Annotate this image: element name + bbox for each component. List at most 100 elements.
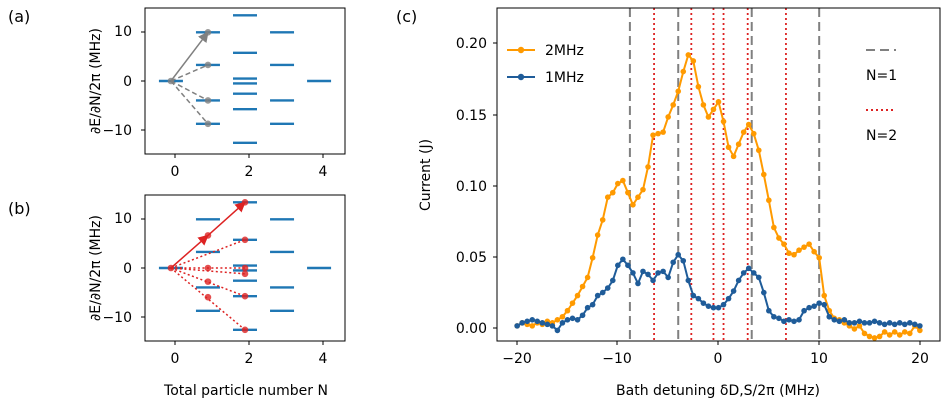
series-point-2MHz-39 bbox=[710, 106, 717, 113]
series-point-2MHz-70 bbox=[866, 333, 873, 340]
panel-a-ytick-10: 10 bbox=[114, 24, 132, 40]
series-point-1MHz-80 bbox=[917, 323, 923, 329]
series-point-1MHz-42 bbox=[725, 295, 732, 302]
series-point-2MHz-61 bbox=[821, 292, 828, 299]
series-point-1MHz-55 bbox=[791, 318, 797, 325]
series-point-1MHz-15 bbox=[589, 301, 596, 308]
panel-b-ytick-neg10: −10 bbox=[102, 310, 132, 326]
panel-c-xlabel: Bath detuning δD,S/2π (MHz) bbox=[616, 383, 820, 399]
series-point-1MHz-6 bbox=[544, 321, 551, 328]
transition-dot-4 bbox=[204, 120, 212, 128]
legend-2mhz-marker bbox=[517, 46, 525, 54]
series-point-1MHz-3 bbox=[529, 317, 536, 323]
transition-arrow-0 bbox=[170, 31, 209, 82]
series-point-1MHz-33 bbox=[680, 257, 687, 264]
series-point-1MHz-34 bbox=[685, 277, 692, 284]
series-point-2MHz-23 bbox=[630, 201, 636, 208]
series-point-1MHz-39 bbox=[710, 304, 717, 311]
series-point-2MHz-21 bbox=[620, 177, 626, 184]
panel-c-xtick-neg20: −20 bbox=[502, 351, 532, 367]
series-point-1MHz-68 bbox=[856, 318, 863, 325]
series-point-2MHz-67 bbox=[851, 326, 858, 332]
series-point-1MHz-57 bbox=[801, 307, 807, 314]
legend-1mhz-marker bbox=[517, 73, 525, 81]
panel-b-marks bbox=[158, 199, 332, 334]
series-point-2MHz-43 bbox=[730, 153, 737, 160]
series-point-1MHz-51 bbox=[771, 313, 777, 320]
series-point-2MHz-35 bbox=[690, 58, 697, 64]
transition-arrow-0 bbox=[170, 234, 209, 269]
series-point-2MHz-11 bbox=[569, 300, 576, 306]
transition-dot-9 bbox=[241, 292, 249, 300]
transition-arrow-2 bbox=[170, 80, 209, 102]
panel-c-ylabel: Current (J) bbox=[418, 139, 434, 211]
series-point-2MHz-20 bbox=[615, 180, 621, 187]
series-point-1MHz-58 bbox=[806, 304, 812, 311]
transition-dot-2 bbox=[241, 199, 249, 206]
series-point-1MHz-74 bbox=[886, 320, 893, 326]
series-point-2MHz-77 bbox=[901, 329, 908, 335]
transition-dot-2 bbox=[204, 61, 212, 69]
panel-c-xtick-10: 10 bbox=[810, 351, 828, 367]
series-point-2MHz-45 bbox=[740, 129, 747, 135]
series-point-1MHz-13 bbox=[579, 312, 586, 319]
series-point-2MHz-16 bbox=[594, 232, 601, 238]
series-point-1MHz-54 bbox=[786, 317, 792, 323]
series-point-1MHz-61 bbox=[821, 301, 828, 308]
series-point-1MHz-1 bbox=[519, 320, 525, 326]
panel-b-ytick-10: 10 bbox=[114, 211, 132, 227]
panel-b-xtick-2: 2 bbox=[245, 351, 254, 367]
series-point-1MHz-45 bbox=[740, 270, 747, 276]
panel-a-marks bbox=[158, 14, 332, 145]
series-point-2MHz-10 bbox=[564, 307, 571, 314]
series-point-1MHz-69 bbox=[861, 320, 868, 326]
series-point-1MHz-28 bbox=[655, 270, 661, 276]
series-point-1MHz-20 bbox=[615, 262, 621, 269]
series-point-2MHz-60 bbox=[816, 254, 822, 261]
transition-dot-10 bbox=[241, 326, 249, 334]
panel-a-xtick-2: 2 bbox=[245, 164, 254, 180]
series-point-1MHz-14 bbox=[584, 304, 591, 311]
series-point-1MHz-32 bbox=[675, 251, 682, 258]
series-point-1MHz-64 bbox=[836, 318, 843, 325]
series-point-2MHz-49 bbox=[761, 171, 767, 178]
series-point-1MHz-7 bbox=[549, 323, 556, 329]
series-point-1MHz-56 bbox=[796, 317, 802, 323]
panel-c-legend-series: 2MHz 1MHz bbox=[507, 43, 584, 86]
series-point-2MHz-37 bbox=[700, 102, 707, 108]
panel-c-ytick-0.20: 0.20 bbox=[456, 36, 487, 52]
series-point-2MHz-13 bbox=[579, 283, 586, 290]
series-point-1MHz-63 bbox=[831, 317, 838, 323]
series-point-1MHz-22 bbox=[625, 262, 631, 269]
series-point-2MHz-9 bbox=[559, 313, 566, 320]
panel-b-xlabel: Total particle number N bbox=[163, 383, 328, 399]
series-point-1MHz-31 bbox=[670, 259, 676, 266]
panel-c-xtick-20: 20 bbox=[911, 351, 929, 367]
transition-dot-8 bbox=[241, 270, 249, 278]
panel-c-ytick-0.15: 0.15 bbox=[456, 108, 487, 124]
series-point-1MHz-78 bbox=[906, 320, 913, 326]
series-point-1MHz-30 bbox=[665, 274, 671, 281]
series-point-1MHz-10 bbox=[564, 317, 571, 323]
series-point-1MHz-62 bbox=[826, 313, 833, 320]
panel-a-ylabel: ∂E/∂N/2π (MHz) bbox=[88, 28, 104, 134]
series-point-1MHz-2 bbox=[524, 318, 531, 325]
series-point-2MHz-22 bbox=[625, 189, 631, 196]
transition-dot-1 bbox=[204, 232, 212, 239]
series-point-2MHz-73 bbox=[881, 329, 888, 335]
series-point-1MHz-8 bbox=[554, 327, 561, 334]
series-point-2MHz-51 bbox=[771, 224, 777, 231]
series-point-1MHz-24 bbox=[635, 280, 641, 287]
series-point-1MHz-37 bbox=[700, 300, 707, 306]
series-point-2MHz-19 bbox=[609, 189, 616, 196]
transition-dot-3 bbox=[204, 264, 212, 272]
series-point-1MHz-38 bbox=[705, 303, 712, 309]
series-point-2MHz-69 bbox=[861, 330, 868, 337]
series-point-2MHz-17 bbox=[599, 217, 606, 223]
panel-c-xtick-neg10: −10 bbox=[602, 351, 632, 367]
transition-arrow-1 bbox=[207, 201, 246, 236]
panel-c-ytick-0.10: 0.10 bbox=[456, 179, 487, 195]
series-point-2MHz-59 bbox=[811, 248, 817, 255]
panel-c-series bbox=[514, 52, 923, 341]
